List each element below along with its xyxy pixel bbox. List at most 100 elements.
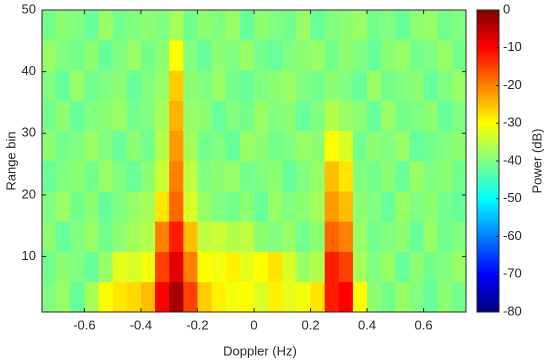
heatmap-cell <box>84 10 99 41</box>
heatmap-cell <box>112 221 128 252</box>
heatmap-cell <box>296 100 311 132</box>
heatmap-cell <box>254 70 269 101</box>
heatmap-cell <box>197 100 212 132</box>
heatmap-cell <box>140 130 156 162</box>
heatmap-cell <box>70 251 85 283</box>
heatmap-cell <box>126 100 142 132</box>
heatmap-cell <box>112 191 128 222</box>
heatmap-cell <box>395 130 410 162</box>
heatmap-cell <box>140 40 156 71</box>
heatmap-cell <box>211 70 227 101</box>
heatmap-cell <box>126 221 142 252</box>
heatmap-cell <box>282 70 297 101</box>
heatmap-cell <box>338 191 354 222</box>
colorbar-tick-label: -60 <box>503 228 522 243</box>
heatmap-cell <box>70 40 85 71</box>
heatmap-cell <box>211 161 227 192</box>
heatmap-cell <box>239 251 255 283</box>
heatmap-cell <box>56 251 71 283</box>
heatmap-cell <box>282 161 297 192</box>
heatmap-cell <box>225 251 241 283</box>
heatmap-cell <box>169 161 184 192</box>
heatmap-cell <box>367 221 382 252</box>
heatmap-cell <box>112 130 128 162</box>
heatmap-cell <box>239 281 255 313</box>
heatmap-cell <box>409 221 424 252</box>
colorbar-label: Power (dB) <box>529 128 544 193</box>
heatmap-cell <box>169 10 184 41</box>
heatmap-cell <box>126 251 142 283</box>
heatmap-cell <box>98 251 113 283</box>
heatmap-cell <box>254 10 269 41</box>
heatmap-cell <box>211 221 227 252</box>
heatmap-cell <box>70 221 85 252</box>
heatmap-cell <box>437 100 453 132</box>
heatmap-cell <box>155 161 170 192</box>
heatmap-cell <box>296 221 311 252</box>
heatmap-cell <box>423 161 439 192</box>
heatmap-cell <box>395 100 410 132</box>
heatmap-cell <box>155 40 170 71</box>
heatmap-cell <box>437 191 453 222</box>
heatmap-cell <box>254 100 269 132</box>
heatmap-cell <box>254 130 269 162</box>
heatmap-cell <box>42 191 57 222</box>
heatmap-cell <box>211 100 227 132</box>
heatmap-cell <box>282 251 297 283</box>
heatmap-cell <box>140 100 156 132</box>
heatmap-cell <box>352 100 368 132</box>
heatmap-cell <box>70 70 85 101</box>
heatmap-cell <box>381 10 396 41</box>
heatmap-cell <box>155 10 170 41</box>
heatmap-cell <box>84 70 99 101</box>
colorbar-tick-label: 0 <box>503 1 510 16</box>
heatmap-cell <box>437 130 453 162</box>
heatmap-cell <box>423 40 439 71</box>
heatmap-cell <box>324 251 340 283</box>
heatmap-cell <box>169 100 184 132</box>
y-tick-label: 10 <box>22 248 36 263</box>
heatmap-cell <box>451 10 467 41</box>
heatmap-cell <box>98 130 113 162</box>
heatmap-cell <box>352 70 368 101</box>
heatmap-cell <box>42 10 57 41</box>
heatmap-cell <box>70 130 85 162</box>
heatmap-cell <box>409 40 424 71</box>
heatmap-cell <box>268 221 283 252</box>
heatmap-cell <box>140 251 156 283</box>
heatmap-cell <box>381 100 396 132</box>
heatmap-cell <box>296 281 311 313</box>
heatmap-cell <box>112 10 128 41</box>
heatmap-cell <box>324 70 340 101</box>
heatmap-cell <box>211 281 227 313</box>
heatmap-cell <box>183 161 198 192</box>
heatmap-cell <box>225 100 241 132</box>
y-tick-label: 30 <box>22 125 36 140</box>
heatmap-cell <box>42 251 57 283</box>
heatmap-cell <box>98 281 113 313</box>
heatmap-cell <box>239 10 255 41</box>
heatmap-cell <box>451 191 467 222</box>
heatmap-cell <box>409 100 424 132</box>
heatmap-cell <box>84 100 99 132</box>
heatmap-cell <box>126 40 142 71</box>
heatmap-cell <box>310 191 325 222</box>
heatmap-cell <box>296 161 311 192</box>
heatmap-cell <box>268 10 283 41</box>
heatmap-cell <box>352 161 368 192</box>
heatmap-cell <box>381 191 396 222</box>
heatmap-cell <box>183 221 198 252</box>
heatmap-cell <box>268 70 283 101</box>
heatmap-cell <box>310 130 325 162</box>
heatmap-cell <box>352 191 368 222</box>
heatmap-cell <box>197 251 212 283</box>
heatmap-cell <box>423 10 439 41</box>
x-tick-label: -0.2 <box>186 317 208 332</box>
heatmap-cell <box>296 130 311 162</box>
heatmap-cell <box>381 130 396 162</box>
heatmap-cell <box>70 281 85 313</box>
heatmap-cell <box>112 161 128 192</box>
heatmap-cell <box>338 130 354 162</box>
x-tick-label: 0.6 <box>415 317 433 332</box>
heatmap-cell <box>112 40 128 71</box>
